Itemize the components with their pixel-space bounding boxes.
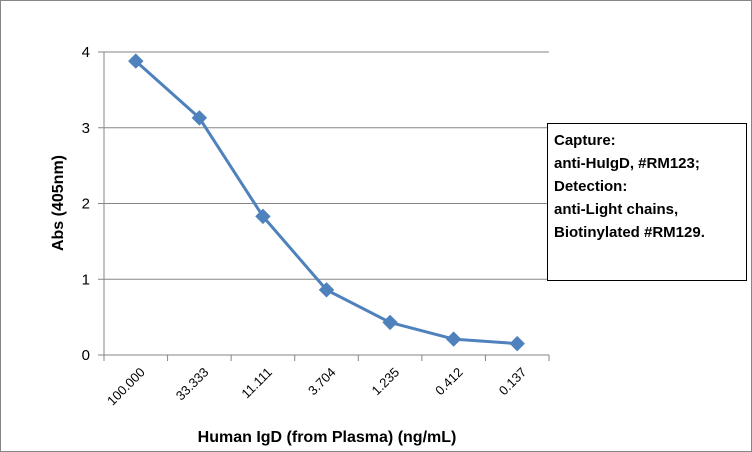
data-point-2 [255,208,271,225]
y-axis-title: Abs (405nm) [50,155,67,251]
series-line-0 [134,59,518,346]
x-tick-label-6: 0.137 [496,365,530,399]
y-tick-label-4: 4 [82,44,90,61]
annotation-line-detection-label: Biotinylated #RM129. [554,224,705,241]
data-point-4 [382,314,398,331]
axes [98,51,550,361]
annotation-line-detection-antibody: anti-Light chains, [554,201,679,218]
y-tick-label-1: 1 [82,271,90,288]
data-series [128,53,525,352]
y-tick-label-0: 0 [82,347,90,364]
x-axis-title: Human IgD (from Plasma) (ng/mL) [198,429,457,446]
annotation-line-capture-antibody: anti-HuIgD, #RM123; [554,155,700,172]
x-tick-label-0: 100.000 [104,365,148,409]
x-tick-label-2: 11.111 [238,365,275,402]
x-tick-labels: 100.000 33.333 11.111 3.704 1.235 0.412 0.137 [104,365,529,409]
data-point-3 [318,282,335,298]
data-point-0 [128,53,144,69]
x-tick-label-3: 3.704 [305,365,339,399]
annotation-line-capture: Capture: [554,132,616,149]
x-tick-label-1: 33.333 [173,365,212,404]
y-tick-labels: 0 1 2 3 4 [82,44,90,364]
data-point-1 [191,110,208,126]
data-point-6 [509,335,525,352]
data-point-5 [445,331,462,347]
gridlines [104,51,549,280]
x-tick-label-4: 1.235 [369,365,403,399]
y-tick-label-2: 2 [82,196,90,213]
assay-annotation-box: Capture: anti-HuIgD, #RM123; Detection: … [547,123,747,281]
x-tick-label-5: 0.412 [432,365,466,399]
annotation-line-detection: Detection: [554,178,628,195]
y-tick-label-3: 3 [82,120,90,137]
